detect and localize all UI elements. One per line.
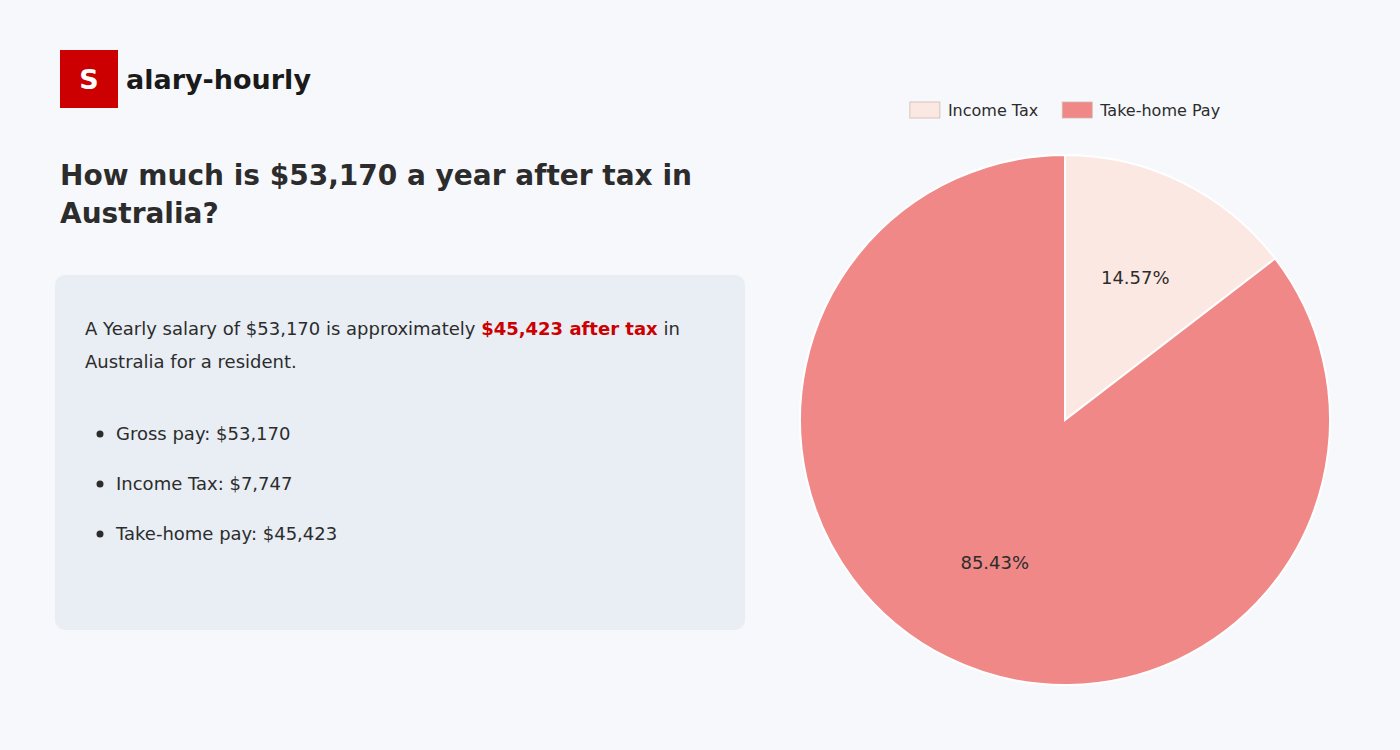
bullet-text: Income Tax: $7,747: [116, 473, 292, 494]
title-line: Australia?: [60, 197, 219, 230]
legend-swatch: [910, 102, 940, 118]
data-label: 14.57%: [1101, 267, 1170, 288]
bullet: [97, 431, 104, 438]
background: [0, 0, 1400, 750]
info-box-bg: [55, 275, 745, 630]
pie-slice: [800, 155, 1330, 685]
info-line: A Yearly salary of $53,170 is approximat…: [85, 318, 680, 339]
info-box: A Yearly salary of $53,170 is approximat…: [55, 275, 745, 630]
logo-box: [60, 50, 118, 108]
data-label: 85.43%: [960, 552, 1029, 573]
data-labels: 14.57% 85.43%: [960, 267, 1169, 573]
legend-swatch: [1062, 102, 1092, 118]
legend-label: Income Tax: [948, 101, 1038, 120]
chart: Salary-hourly How much is $53,170 a year …: [0, 0, 1400, 750]
info-text: in: [658, 318, 680, 339]
logo: Salary-hourly: [60, 50, 311, 108]
legend-label: Take-home Pay: [1099, 101, 1220, 120]
info-text: A Yearly salary of $53,170 is approximat…: [85, 318, 481, 339]
info-line: Australia for a resident.: [85, 351, 297, 372]
info-highlight: $45,423 after tax: [481, 318, 658, 339]
bullet-text: Take-home pay: $45,423: [115, 523, 337, 544]
logo-text: alary-hourly: [126, 64, 311, 95]
legend-item: Take-home Pay: [1062, 101, 1220, 120]
title: How much is $53,170 a year after tax in A…: [60, 159, 692, 230]
logo-letter: S: [79, 64, 98, 95]
bullet-text: Gross pay: $53,170: [116, 423, 290, 444]
title-line: How much is $53,170 a year after tax in: [60, 159, 692, 192]
bullet: [97, 481, 104, 488]
legend: Income Tax Take-home Pay: [910, 101, 1220, 120]
legend-item: Income Tax: [910, 101, 1038, 120]
pie: [800, 155, 1330, 685]
bullet: [97, 531, 104, 538]
